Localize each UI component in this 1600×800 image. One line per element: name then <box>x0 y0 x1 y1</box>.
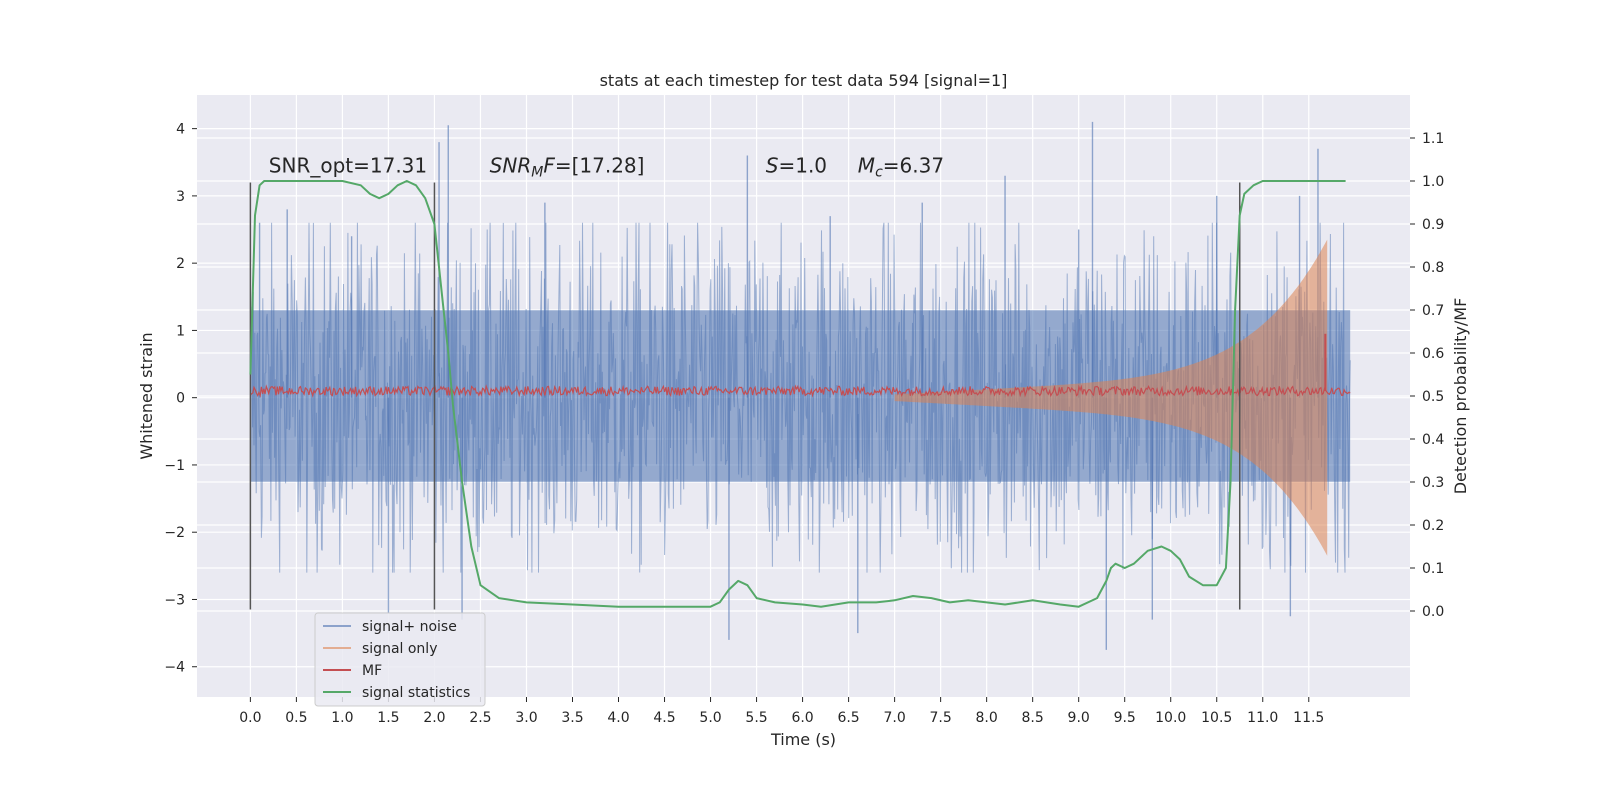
annotation-snr-mf: SNRMF=[17.28] <box>490 153 645 180</box>
x-tick-label: 1.5 <box>377 710 399 726</box>
x-tick-label: 7.0 <box>883 710 905 726</box>
plot-content <box>249 121 1351 650</box>
x-tick-label: 1.0 <box>331 710 353 726</box>
signal-only-envelope <box>894 239 1328 556</box>
x-tick-label: 10.5 <box>1201 710 1232 726</box>
y-tick-label: −4 <box>164 660 185 676</box>
legend-label: signal statistics <box>362 685 470 701</box>
y-right-tick-label: 0.9 <box>1422 217 1444 233</box>
x-tick-label: 8.0 <box>976 710 998 726</box>
y-right-tick-label: 1.1 <box>1422 131 1444 147</box>
y-tick-label: 4 <box>176 122 185 138</box>
x-tick-label: 11.5 <box>1293 710 1324 726</box>
y-axis-right-label: Detection probability/MF <box>1451 298 1470 495</box>
x-tick-label: 11.0 <box>1247 710 1278 726</box>
x-tick-label: 6.5 <box>837 710 859 726</box>
y-right-tick-label: 0.8 <box>1422 260 1444 276</box>
y-tick-label: 2 <box>176 256 185 272</box>
y-right-tick-label: 0.2 <box>1422 518 1444 534</box>
chart-title: stats at each timestep for test data 594… <box>600 71 1008 90</box>
x-tick-label: 3.5 <box>561 710 583 726</box>
y-tick-label: −3 <box>164 592 185 608</box>
annotation-s-value: S=1.0 <box>766 153 827 177</box>
y-tick-label: −2 <box>164 525 185 541</box>
x-tick-label: 7.5 <box>929 710 951 726</box>
annotation-snr-opt: SNR_opt=17.31 <box>269 153 427 177</box>
vertical-markers <box>249 182 1241 610</box>
x-tick-label: 4.0 <box>607 710 629 726</box>
y-tick-label: 0 <box>176 391 185 407</box>
legend-frame <box>314 612 486 707</box>
x-tick-label: 4.5 <box>653 710 675 726</box>
y-right-tick-label: 0.4 <box>1422 432 1444 448</box>
x-tick-label: 9.0 <box>1068 710 1090 726</box>
legend-label: signal+ noise <box>362 619 457 635</box>
y-right-tick-label: 0.6 <box>1422 346 1444 362</box>
x-tick-label: 2.5 <box>469 710 491 726</box>
series-signal-statistics <box>249 180 1346 608</box>
y-right-tick-label: 0.3 <box>1422 475 1444 491</box>
y-right-tick-label: 0.7 <box>1422 303 1444 319</box>
x-tick-label: 9.5 <box>1114 710 1136 726</box>
y-right-tick-label: 0.5 <box>1422 389 1444 405</box>
annotation-mc-value: Mc=6.37 <box>858 153 944 180</box>
x-axis-label: Time (s) <box>770 730 836 749</box>
signal-statistics-line <box>249 180 1346 608</box>
y-axis-label: Whitened strain <box>137 332 156 459</box>
x-tick-label: 0.0 <box>239 710 261 726</box>
x-tick-label: 2.0 <box>423 710 445 726</box>
y-tick-label: 3 <box>176 189 185 205</box>
y-tick-label: 1 <box>176 323 185 339</box>
y-right-tick-label: 0.1 <box>1422 561 1444 577</box>
y-right-tick-label: 1.0 <box>1422 174 1444 190</box>
legend: signal+ noise signal only MF signal statist… <box>314 612 486 707</box>
x-tick-label: 8.5 <box>1022 710 1044 726</box>
x-tick-label: 5.5 <box>745 710 767 726</box>
legend-label: MF <box>362 663 382 679</box>
series-signal-only <box>894 239 1328 556</box>
legend-label: signal only <box>362 641 437 657</box>
x-tick-label: 0.5 <box>285 710 307 726</box>
y-right-tick-label: 0.0 <box>1422 604 1444 620</box>
x-tick-label: 3.0 <box>515 710 537 726</box>
x-tick-label: 10.0 <box>1155 710 1186 726</box>
annotations: SNR_opt=17.31 SNRMF=[17.28] S=1.0 Mc=6.37 <box>269 153 944 180</box>
x-tick-label: 5.0 <box>699 710 721 726</box>
x-tick-label: 6.0 <box>791 710 813 726</box>
x-axis: 0.0 0.5 1.0 1.5 2.0 2.5 3.0 3.5 4.0 4.5 5.0 5.5 6.0 6… <box>239 697 1324 726</box>
y-axis-left: −4 −3 −2 −1 0 1 2 3 4 <box>164 122 197 676</box>
y-axis-right: 0.0 0.1 0.2 0.3 0.4 0.5 0.6 0.7 0.8 0.9 1.0 1.1 <box>1410 131 1444 620</box>
y-tick-label: −1 <box>164 458 185 474</box>
